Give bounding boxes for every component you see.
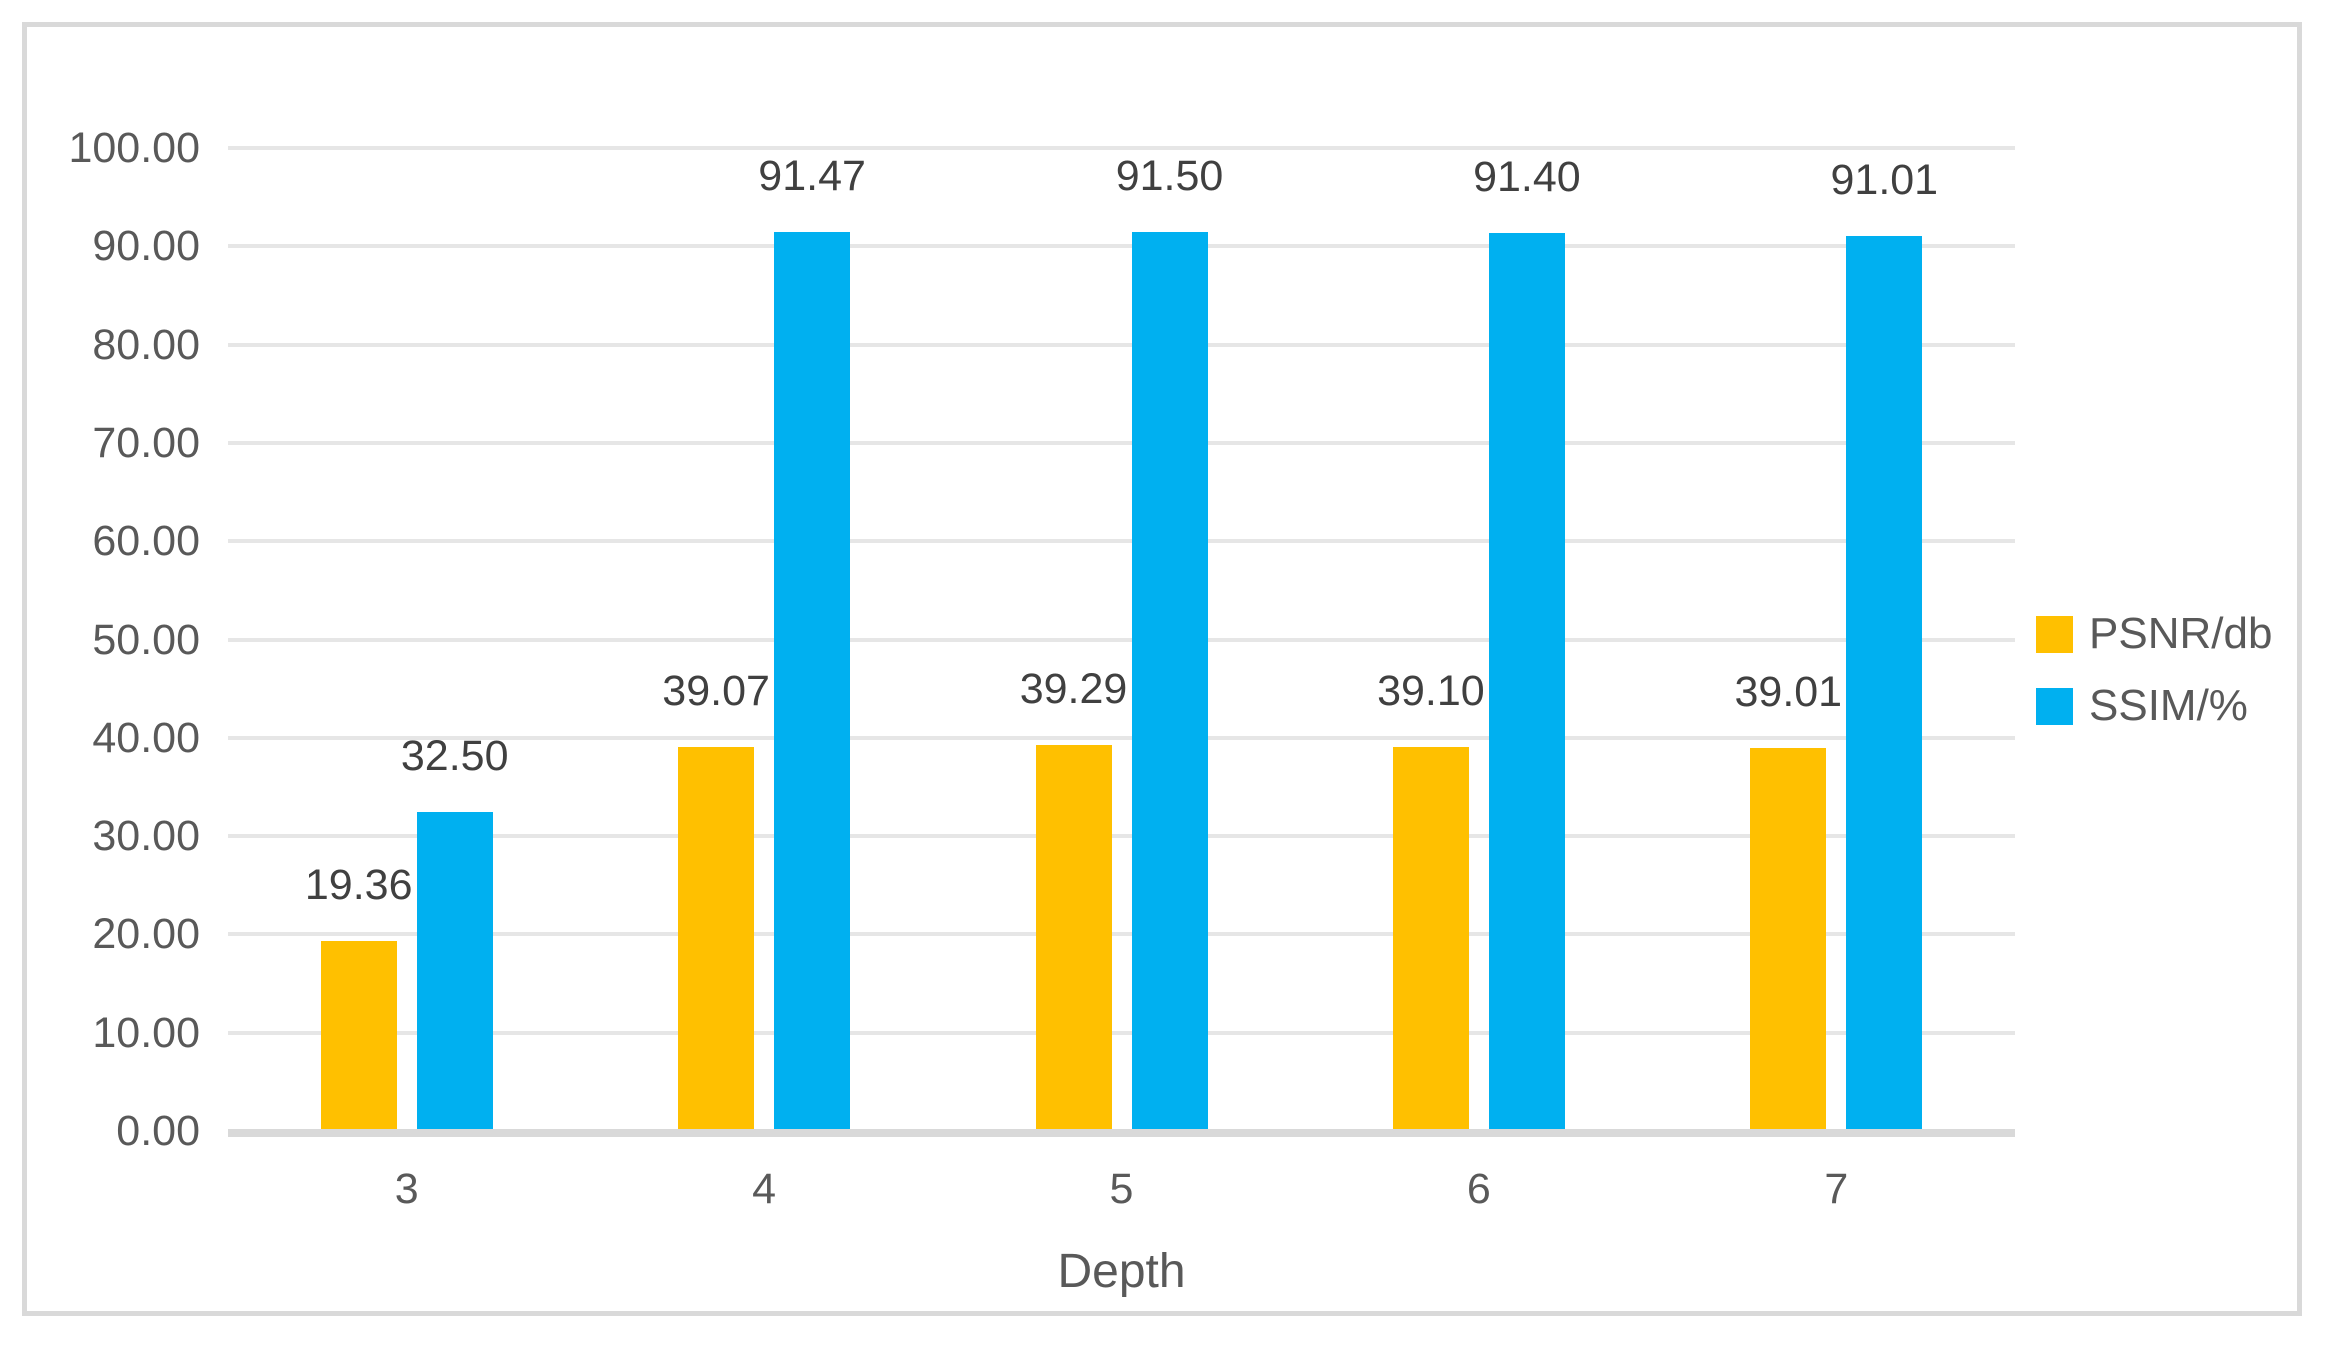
y-tick-label-10.00: 10.00 <box>92 1008 200 1057</box>
bar-ssim-depth-4 <box>774 231 851 1131</box>
gridline-90.00 <box>228 244 2015 249</box>
data-label-ssim-depth-5: 91.50 <box>1115 151 1224 200</box>
data-label-psnr-depth-7: 39.01 <box>1734 667 1843 716</box>
data-label-psnr-depth-3: 19.36 <box>304 860 413 909</box>
gridline-80.00 <box>228 342 2015 347</box>
y-tick-label-40.00: 40.00 <box>92 713 200 762</box>
plot-area: 19.36 32.50 39.07 91.47 39.29 91.50 39.10 91.40… <box>228 146 2015 1131</box>
legend-swatch-icon <box>2036 687 2073 725</box>
y-tick-label-90.00: 90.00 <box>92 222 200 271</box>
y-tick-label-0.00: 0.00 <box>116 1107 200 1155</box>
x-tick-label-4: 4 <box>752 1165 777 1213</box>
x-tick-label-3: 3 <box>394 1165 419 1213</box>
bar-ssim-depth-5 <box>1131 231 1208 1131</box>
data-label-psnr-depth-4: 39.07 <box>662 666 770 715</box>
bar-psnr-depth-6 <box>1392 746 1469 1131</box>
bar-psnr-depth-7 <box>1750 747 1827 1131</box>
y-tick-label-20.00: 20.00 <box>92 910 200 959</box>
x-tick-label-7: 7 <box>1824 1165 1849 1213</box>
gridline-30.00 <box>228 834 2015 839</box>
bar-ssim-depth-3 <box>416 811 493 1131</box>
bar-psnr-depth-4 <box>678 746 755 1131</box>
gridline-40.00 <box>228 735 2015 740</box>
gridline-20.00 <box>228 932 2015 937</box>
legend-entry-psnr: PSNR/db <box>2036 612 2272 656</box>
gridline-10.00 <box>228 1030 2015 1035</box>
legend-label: SSIM/% <box>2089 681 2248 730</box>
bar-psnr-depth-5 <box>1035 744 1112 1131</box>
x-tick-label-5: 5 <box>1109 1165 1134 1213</box>
y-tick-label-60.00: 60.00 <box>92 517 200 566</box>
gridline-50.00 <box>228 637 2015 642</box>
gridline-60.00 <box>228 539 2015 544</box>
legend-label: PSNR/db <box>2089 609 2273 658</box>
gridline-70.00 <box>228 440 2015 445</box>
legend-entry-ssim: SSIM/% <box>2036 684 2272 728</box>
x-axis-line <box>228 1129 2015 1137</box>
x-axis-title: Depth <box>1057 1245 1186 1298</box>
legend: PSNR/db SSIM/% <box>2036 612 2272 756</box>
data-label-ssim-depth-6: 91.40 <box>1473 152 1581 201</box>
data-label-psnr-depth-5: 39.29 <box>1019 664 1128 713</box>
data-label-ssim-depth-3: 32.50 <box>400 731 509 780</box>
y-tick-label-100.00: 100.00 <box>68 124 200 172</box>
data-label-psnr-depth-6: 39.10 <box>1377 666 1485 715</box>
y-tick-label-70.00: 70.00 <box>92 418 200 467</box>
y-tick-label-80.00: 80.00 <box>92 320 200 369</box>
data-label-ssim-depth-4: 91.47 <box>758 151 866 200</box>
bar-ssim-depth-6 <box>1488 232 1565 1131</box>
y-tick-label-30.00: 30.00 <box>92 812 200 861</box>
bar-ssim-depth-7 <box>1846 236 1923 1131</box>
y-tick-label-50.00: 50.00 <box>92 615 200 664</box>
bar-psnr-depth-3 <box>320 940 397 1131</box>
data-label-ssim-depth-7: 91.01 <box>1830 156 1939 205</box>
legend-swatch-icon <box>2036 615 2073 653</box>
gridline-100.00 <box>228 146 2015 150</box>
x-tick-label-6: 6 <box>1466 1165 1491 1213</box>
